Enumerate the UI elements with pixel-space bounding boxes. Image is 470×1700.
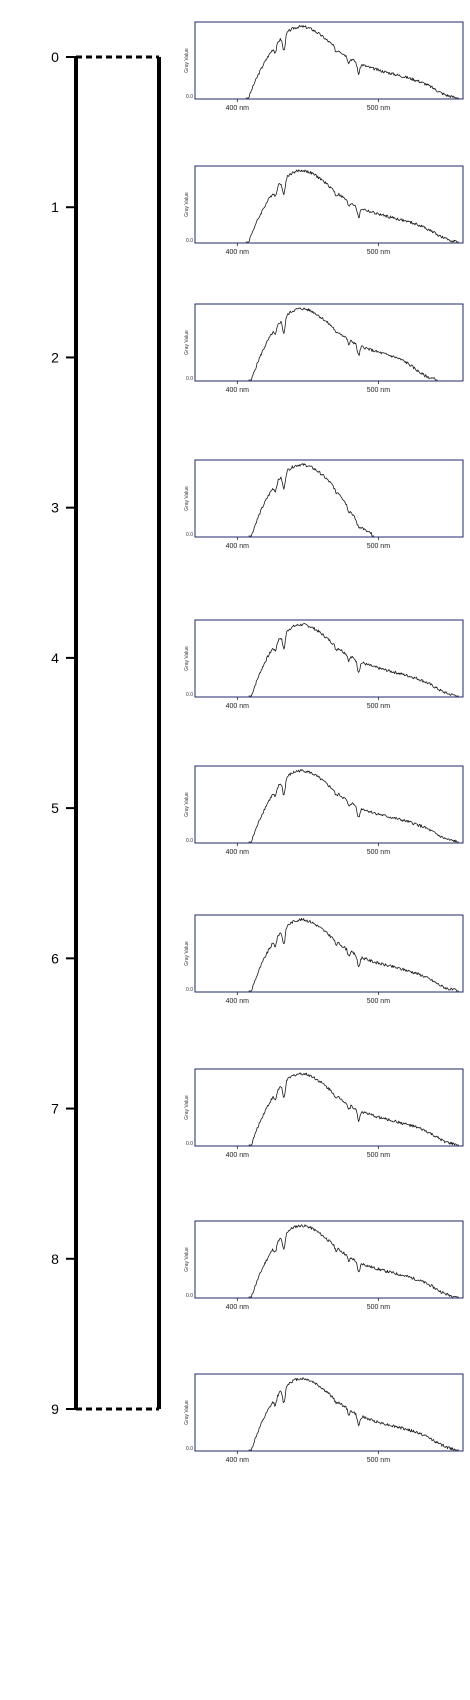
plot-frame <box>194 21 464 100</box>
spectrum-panel-depth-1: Gray Value 0.0 400 nm 500 nm <box>178 164 468 259</box>
spectrum-plot: Gray Value 0.0 400 nm 500 nm <box>184 765 464 856</box>
y-axis-label: Gray Value <box>184 1095 190 1120</box>
y-axis-label: Gray Value <box>184 192 190 217</box>
y-axis-label: Gray Value <box>184 1400 190 1425</box>
spectrum-line <box>245 169 459 243</box>
depth-tick-label: 5 <box>51 800 59 816</box>
spectrum-line <box>248 917 459 992</box>
x-tick-label: 500 nm <box>367 543 391 550</box>
plot-frame <box>194 1373 464 1452</box>
y-zero-label: 0.0 <box>186 376 193 382</box>
spectrum-line <box>248 623 459 697</box>
spectrum-plot: Gray Value 0.0 400 nm 500 nm <box>184 165 464 256</box>
depth-tick-label: 4 <box>51 650 59 666</box>
spectrum-panel-depth-3: Gray Value 0.0 400 nm 500 nm <box>178 458 468 553</box>
x-tick-label: 500 nm <box>367 249 391 256</box>
spectrum-line <box>248 1377 459 1451</box>
depth-tick-label: 3 <box>51 500 59 516</box>
y-zero-label: 0.0 <box>186 692 193 698</box>
x-tick-label: 400 nm <box>226 105 250 112</box>
spectrum-panel-depth-8: Gray Value 0.0 400 nm 500 nm <box>178 1219 468 1314</box>
spectrum-plot: Gray Value 0.0 400 nm 500 nm <box>184 1220 464 1311</box>
y-zero-label: 0.0 <box>186 1141 193 1147</box>
x-tick-label: 500 nm <box>367 387 391 394</box>
spectrum-line <box>248 463 375 537</box>
spectrum-line <box>248 769 459 843</box>
spectrum-panel-depth-0: Gray Value 0.0 400 nm 500 nm <box>178 20 468 115</box>
spectrum-plot: Gray Value 0.0 400 nm 500 nm <box>184 1068 464 1159</box>
depth-scale: 0 1 2 3 4 5 6 7 8 9 <box>51 49 161 1417</box>
depth-tick-label: 8 <box>51 1251 59 1267</box>
x-tick-label: 400 nm <box>226 849 250 856</box>
x-tick-label: 500 nm <box>367 1457 391 1464</box>
y-axis-label: Gray Value <box>184 941 190 966</box>
depth-tick-label: 0 <box>51 49 59 65</box>
spectrum-line <box>248 307 438 381</box>
spectrum-panel-depth-9: Gray Value 0.0 400 nm 500 nm <box>178 1372 468 1467</box>
depth-tick-label: 2 <box>51 349 59 365</box>
y-axis-label: Gray Value <box>184 48 190 73</box>
x-tick-label: 500 nm <box>367 849 391 856</box>
plot-frame <box>194 165 464 244</box>
spectrum-panel-depth-6: Gray Value 0.0 400 nm 500 nm <box>178 913 468 1008</box>
plot-frame <box>194 459 464 538</box>
plot-frame <box>194 1068 464 1147</box>
x-tick-label: 400 nm <box>226 1152 250 1159</box>
spectrum-plot: Gray Value 0.0 400 nm 500 nm <box>184 459 464 550</box>
y-zero-label: 0.0 <box>186 1293 193 1299</box>
spectrum-plot: Gray Value 0.0 400 nm 500 nm <box>184 1373 464 1464</box>
x-tick-label: 500 nm <box>367 703 391 710</box>
plot-frame <box>194 765 464 844</box>
plot-frame <box>194 1220 464 1299</box>
spectrum-panel-depth-7: Gray Value 0.0 400 nm 500 nm <box>178 1067 468 1162</box>
x-tick-label: 500 nm <box>367 998 391 1005</box>
x-tick-label: 400 nm <box>226 703 250 710</box>
x-tick-label: 400 nm <box>226 543 250 550</box>
spectrum-line <box>248 1224 459 1298</box>
y-zero-label: 0.0 <box>186 532 193 538</box>
x-tick-label: 400 nm <box>226 249 250 256</box>
x-tick-label: 400 nm <box>226 1457 250 1464</box>
x-tick-label: 500 nm <box>367 1152 391 1159</box>
depth-scale-ticks: 0 1 2 3 4 5 6 7 8 9 <box>51 49 76 1417</box>
plot-frame <box>194 619 464 698</box>
y-zero-label: 0.0 <box>186 238 193 244</box>
y-zero-label: 0.0 <box>186 1446 193 1452</box>
spectrum-plot: Gray Value 0.0 400 nm 500 nm <box>184 21 464 112</box>
x-tick-label: 400 nm <box>226 1304 250 1311</box>
spectrum-panel-depth-4: Gray Value 0.0 400 nm 500 nm <box>178 618 468 713</box>
x-tick-label: 400 nm <box>226 998 250 1005</box>
x-tick-label: 400 nm <box>226 387 250 394</box>
x-tick-label: 500 nm <box>367 105 391 112</box>
y-zero-label: 0.0 <box>186 94 193 100</box>
y-axis-label: Gray Value <box>184 792 190 817</box>
spectrum-panel-depth-2: Gray Value 0.0 400 nm 500 nm <box>178 302 468 397</box>
spectrum-line <box>248 1072 459 1146</box>
depth-tick-label: 1 <box>51 199 59 215</box>
depth-tick-label: 6 <box>51 950 59 966</box>
spectrum-plot: Gray Value 0.0 400 nm 500 nm <box>184 914 464 1005</box>
y-axis-label: Gray Value <box>184 330 190 355</box>
depth-tick-label: 7 <box>51 1101 59 1117</box>
depth-scale-bracket <box>74 55 161 1411</box>
spectrum-panel-depth-5: Gray Value 0.0 400 nm 500 nm <box>178 764 468 859</box>
depth-tick-label: 9 <box>51 1401 59 1417</box>
y-axis-label: Gray Value <box>184 1247 190 1272</box>
plot-frame <box>194 303 464 382</box>
y-axis-label: Gray Value <box>184 486 190 511</box>
y-zero-label: 0.0 <box>186 987 193 993</box>
y-zero-label: 0.0 <box>186 838 193 844</box>
spectrum-plot: Gray Value 0.0 400 nm 500 nm <box>184 303 464 394</box>
y-axis-label: Gray Value <box>184 646 190 671</box>
x-tick-label: 500 nm <box>367 1304 391 1311</box>
plot-frame <box>194 914 464 993</box>
spectrum-line <box>245 25 459 99</box>
spectrum-plot: Gray Value 0.0 400 nm 500 nm <box>184 619 464 710</box>
